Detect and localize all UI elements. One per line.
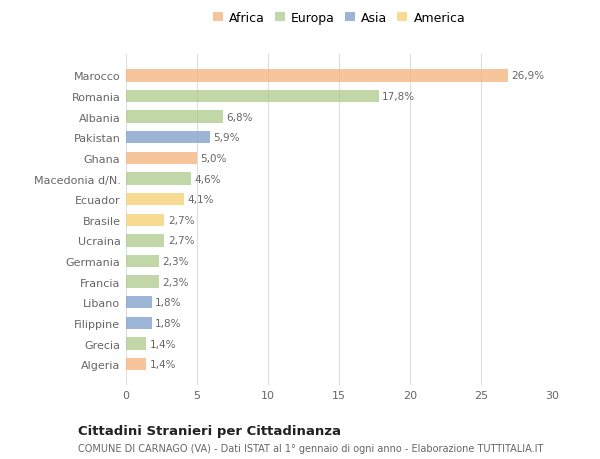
Bar [126,91,379,103]
Text: 2,3%: 2,3% [162,257,189,267]
Text: COMUNE DI CARNAGO (VA) - Dati ISTAT al 1° gennaio di ogni anno - Elaborazione TU: COMUNE DI CARNAGO (VA) - Dati ISTAT al 1… [78,443,544,453]
Bar [126,235,164,247]
Text: 2,3%: 2,3% [162,277,189,287]
Bar [126,152,197,165]
Bar [126,194,184,206]
Text: 26,9%: 26,9% [512,71,545,81]
Text: 2,7%: 2,7% [168,215,194,225]
Text: 2,7%: 2,7% [168,236,194,246]
Bar [126,338,146,350]
Bar [126,358,146,370]
Text: 4,1%: 4,1% [188,195,214,205]
Bar [126,173,191,185]
Bar [126,214,164,226]
Text: 5,0%: 5,0% [200,154,227,163]
Legend: Africa, Europa, Asia, America: Africa, Europa, Asia, America [212,12,466,25]
Bar [126,317,152,330]
Text: 4,6%: 4,6% [195,174,221,184]
Text: 1,4%: 1,4% [149,339,176,349]
Text: 5,9%: 5,9% [214,133,240,143]
Text: 6,8%: 6,8% [226,112,253,123]
Text: Cittadini Stranieri per Cittadinanza: Cittadini Stranieri per Cittadinanza [78,424,341,437]
Text: 1,4%: 1,4% [149,359,176,369]
Bar [126,255,158,268]
Bar [126,297,152,309]
Bar [126,70,508,83]
Bar [126,111,223,123]
Text: 17,8%: 17,8% [382,92,415,102]
Text: 1,8%: 1,8% [155,297,182,308]
Text: 1,8%: 1,8% [155,318,182,328]
Bar [126,276,158,288]
Bar [126,132,210,144]
